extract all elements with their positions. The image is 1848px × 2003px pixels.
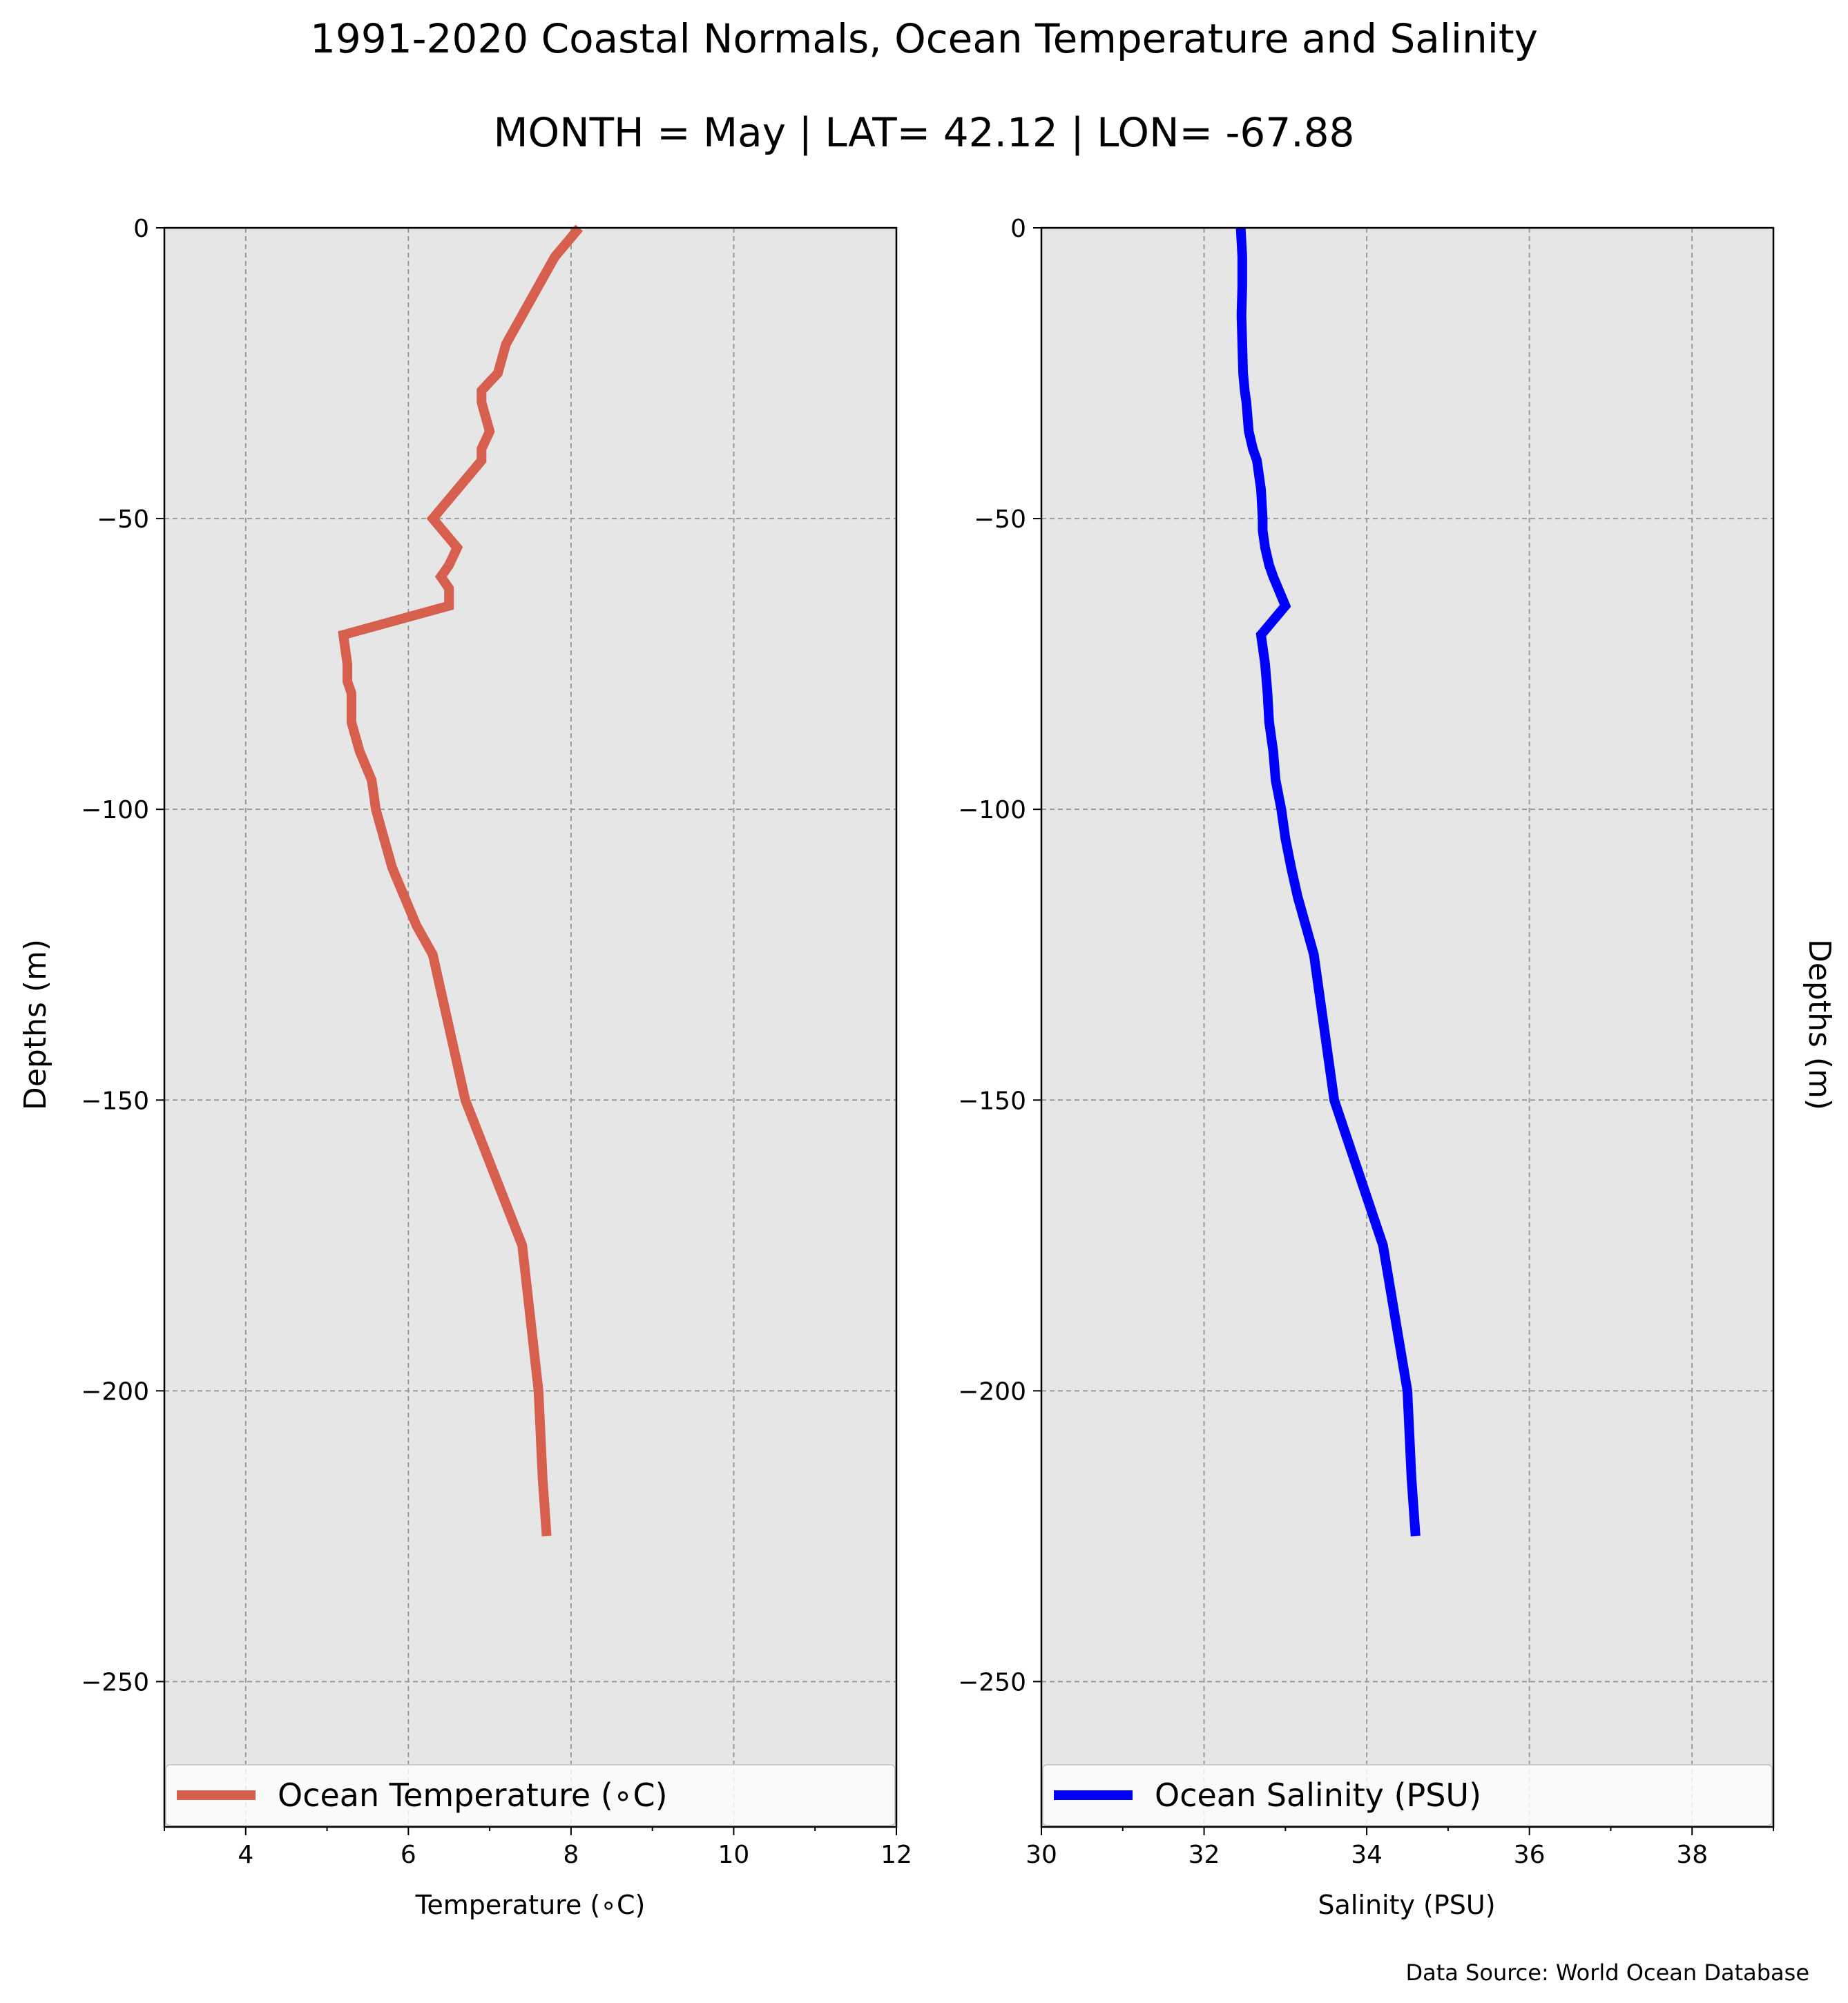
y-tick-label: −250 (81, 1668, 149, 1696)
x-tick-label: 10 (718, 1841, 750, 1869)
axes-frame (163, 226, 898, 1828)
y-tick-label: −50 (974, 505, 1026, 534)
plot-area-background (164, 228, 896, 1827)
legend-label: Ocean Temperature (∘C) (278, 1777, 668, 1814)
x-tick-label: 8 (563, 1841, 579, 1869)
y-tick-label: −150 (81, 1087, 149, 1115)
legend-box (165, 1764, 896, 1826)
temperature-panel: Ocean Temperature (∘C) 4 6 8 10 12 0 −50 −100 −15… (81, 215, 912, 1869)
y-tick-label: −50 (97, 505, 149, 534)
y-tick-label: 0 (133, 215, 149, 243)
series-line-salinity (1235, 227, 1421, 1537)
x-tick-label: 36 (1514, 1841, 1546, 1869)
y-tick-label: −200 (958, 1377, 1026, 1406)
legend-label: Ocean Salinity (PSU) (1155, 1777, 1481, 1814)
left-y-axis-label: Depths (m) (18, 939, 53, 1110)
x-tick-label: 32 (1188, 1841, 1220, 1869)
y-tick-label: −150 (958, 1087, 1026, 1115)
x-tick-label: 30 (1026, 1841, 1057, 1869)
right-y-axis-label: Depths (m) (1802, 939, 1837, 1110)
x-tick-label: 38 (1676, 1841, 1708, 1869)
chart-subtitle: MONTH = May | LAT= 42.12 | LON= -67.88 (493, 109, 1355, 156)
y-tick-label: −100 (81, 796, 149, 824)
plot-area-background (1041, 228, 1773, 1827)
data-source-note: Data Source: World Ocean Database (1405, 1960, 1809, 1986)
axes-frame (1040, 226, 1775, 1828)
x-tick-label: 4 (238, 1841, 253, 1869)
salinity-panel: Ocean Salinity (PSU) 30 32 34 36 38 0 −50 −100 −1… (958, 215, 1775, 1869)
y-tick-label: −100 (958, 796, 1026, 824)
x-tick-label: 6 (401, 1841, 416, 1869)
x-tick-label: 12 (880, 1841, 912, 1869)
y-tick-label: 0 (1010, 215, 1026, 243)
y-tick-label: −200 (81, 1377, 149, 1406)
y-tick-label: −250 (958, 1668, 1026, 1696)
temperature-x-axis-label: Temperature (∘C) (415, 1890, 646, 1920)
legend-box (1042, 1764, 1773, 1826)
x-tick-label: 34 (1351, 1841, 1383, 1869)
salinity-x-axis-label: Salinity (PSU) (1318, 1890, 1495, 1920)
chart-title: 1991-2020 Coastal Normals, Ocean Tempera… (310, 15, 1538, 62)
series-line-temperature (338, 224, 584, 1537)
